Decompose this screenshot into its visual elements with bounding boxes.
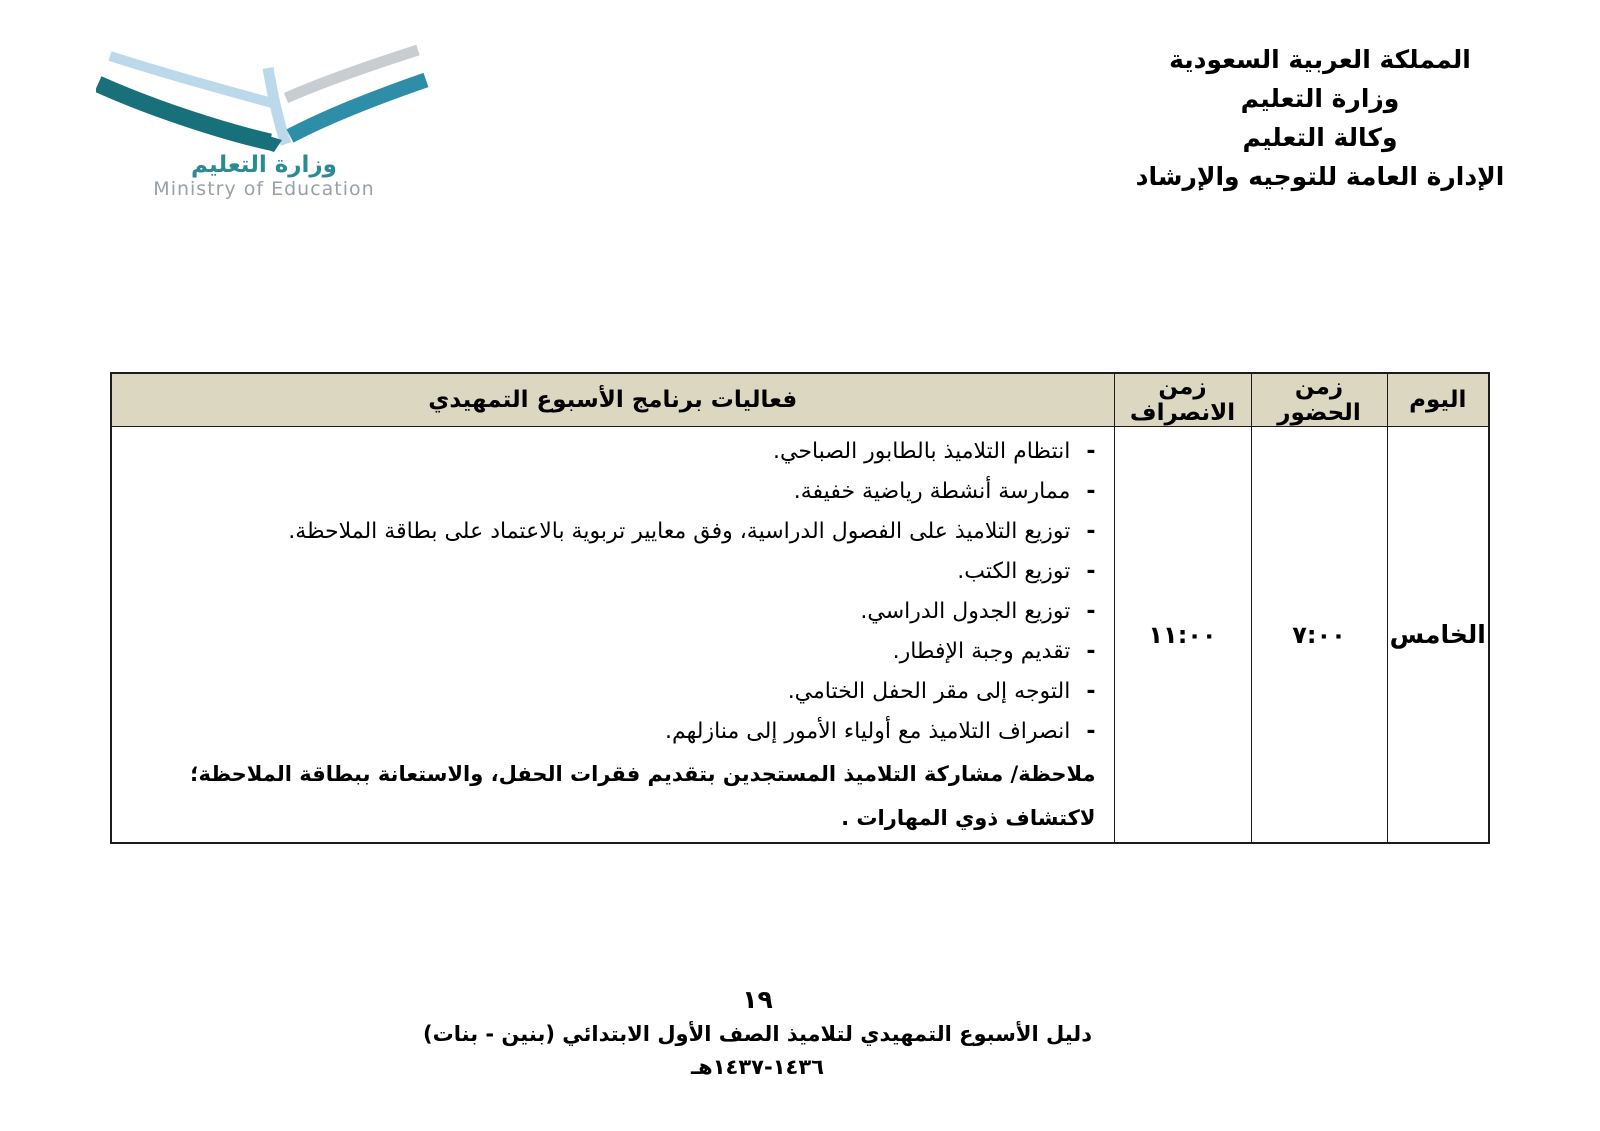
- activities-cell: - انتظام التلاميذ بالطابور الصباحي. - مم…: [110, 426, 1115, 844]
- footer-year: ١٤٣٦-١٤٣٧هـ: [690, 1055, 825, 1079]
- bullet-dash: -: [1086, 559, 1096, 584]
- list-item: - توزيع الكتب.: [122, 552, 1096, 592]
- list-item: - تقديم وجبة الإفطار.: [122, 632, 1096, 672]
- day-cell: الخامس: [1386, 426, 1490, 844]
- column-header-day: اليوم: [1386, 372, 1490, 427]
- departure-time-cell: ١١:٠٠: [1113, 426, 1252, 844]
- list-item: - توزيع التلاميذ على الفصول الدراسية، وف…: [122, 512, 1096, 552]
- bullet-dash: -: [1086, 719, 1096, 744]
- letterhead: المملكة العربية السعودية وزارة التعليم و…: [1120, 40, 1520, 196]
- letterhead-agency: وكالة التعليم: [1242, 123, 1398, 152]
- ministry-logo: وزارة التعليم Ministry of Education: [96, 40, 432, 200]
- column-header-attendance-time: زمن الحضور: [1250, 372, 1388, 427]
- activity-text: توزيع الجدول الدراسي.: [860, 599, 1071, 624]
- schedule-table: اليوم زمن الحضور زمن الانصراف فعاليات بر…: [110, 372, 1490, 844]
- table-header-row: اليوم زمن الحضور زمن الانصراف فعاليات بر…: [110, 372, 1490, 427]
- activity-text: توزيع الكتب.: [957, 559, 1071, 584]
- list-item: - التوجه إلى مقر الحفل الختامي.: [122, 672, 1096, 712]
- bullet-dash: -: [1086, 599, 1096, 624]
- list-item: - توزيع الجدول الدراسي.: [122, 592, 1096, 632]
- logo-english-wordmark: Ministry of Education: [153, 178, 375, 200]
- page-footer: ١٩ دليل الأسبوع التمهيدي لتلاميذ الصف ال…: [0, 982, 1515, 1084]
- activity-text: توزيع التلاميذ على الفصول الدراسية، وفق …: [288, 519, 1071, 544]
- footer-title: دليل الأسبوع التمهيدي لتلاميذ الصف الأول…: [423, 1022, 1092, 1046]
- attendance-time-cell: ٧:٠٠: [1250, 426, 1388, 844]
- bullet-dash: -: [1086, 679, 1096, 704]
- table-row: الخامس ٧:٠٠ ١١:٠٠ - انتظام التلاميذ بالط…: [110, 426, 1490, 844]
- list-item: - ممارسة أنشطة رياضية خفيفة.: [122, 472, 1096, 512]
- activity-text: ممارسة أنشطة رياضية خفيفة.: [793, 479, 1071, 504]
- column-header-departure-time: زمن الانصراف: [1113, 372, 1252, 427]
- ministry-logo-icon: [96, 44, 429, 152]
- bullet-dash: -: [1086, 439, 1096, 464]
- list-item: - انتظام التلاميذ بالطابور الصباحي.: [122, 432, 1096, 472]
- bullet-dash: -: [1086, 639, 1096, 664]
- activity-text: التوجه إلى مقر الحفل الختامي.: [787, 679, 1071, 704]
- activity-text: تقديم وجبة الإفطار.: [892, 639, 1071, 664]
- letterhead-country: المملكة العربية السعودية: [1169, 45, 1471, 74]
- list-item: - انصراف التلاميذ مع أولياء الأمور إلى م…: [122, 712, 1096, 752]
- column-header-activities: فعاليات برنامج الأسبوع التمهيدي: [110, 372, 1115, 427]
- logo-arabic-wordmark: وزارة التعليم: [191, 152, 337, 178]
- activities-note: ملاحظة/ مشاركة التلاميذ المستجدين بتقديم…: [190, 762, 1096, 830]
- bullet-dash: -: [1086, 479, 1096, 504]
- activity-text: انتظام التلاميذ بالطابور الصباحي.: [773, 439, 1071, 464]
- bullet-dash: -: [1086, 519, 1096, 544]
- letterhead-ministry: وزارة التعليم: [1240, 84, 1400, 113]
- letterhead-administration: الإدارة العامة للتوجيه والإرشاد: [1135, 162, 1505, 191]
- page-number: ١٩: [742, 985, 773, 1014]
- activity-text: انصراف التلاميذ مع أولياء الأمور إلى منا…: [665, 719, 1071, 744]
